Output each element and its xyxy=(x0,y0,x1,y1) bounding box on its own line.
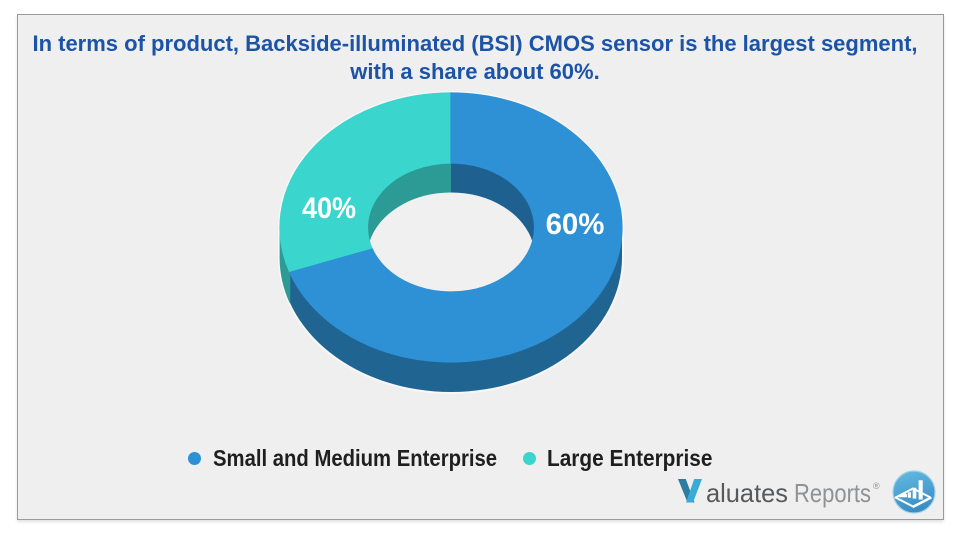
svg-text:aluates: aluates xyxy=(706,478,788,508)
svg-text:Reports: Reports xyxy=(794,478,871,508)
svg-text:®: ® xyxy=(873,481,880,491)
